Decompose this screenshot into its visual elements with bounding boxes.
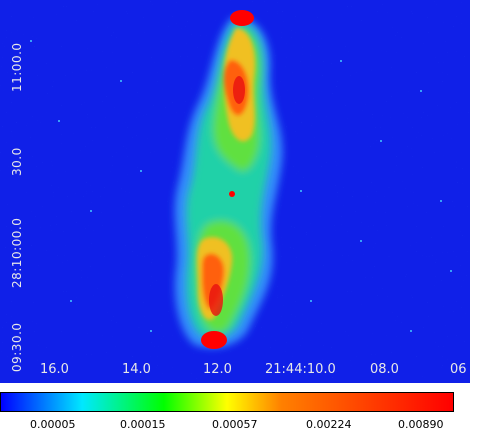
- colorbar-tick-label: 0.00015: [120, 418, 166, 431]
- ra-tick-label: 06: [450, 362, 467, 377]
- dec-tick-label: 30.0: [10, 147, 24, 176]
- ra-tick-label: 21:44:10.0: [265, 362, 336, 377]
- dec-tick-label: 11:00.0: [10, 42, 24, 92]
- colorbar-tick-label: 0.00005: [30, 418, 76, 431]
- ra-tick-label: 16.0: [40, 362, 69, 377]
- colorbar-tick-label: 0.00890: [398, 418, 444, 431]
- background-speckles: [30, 40, 452, 332]
- emission-map: [0, 0, 470, 383]
- dec-tick-label: 28:10:00.0: [10, 217, 24, 288]
- colorbar-tick-label: 0.00057: [212, 418, 258, 431]
- peaks: [201, 10, 254, 349]
- colorbar-tick-label: 0.00224: [306, 418, 352, 431]
- dec-tick-label: 09:30.0: [10, 322, 24, 372]
- ra-tick-label: 08.0: [370, 362, 399, 377]
- image-panel: 11:00.0 30.0 28:10:00.0 09:30.0 16.0 14.…: [0, 0, 470, 383]
- colorbar: [0, 392, 454, 412]
- ra-tick-label: 14.0: [122, 362, 151, 377]
- ra-tick-label: 12.0: [203, 362, 232, 377]
